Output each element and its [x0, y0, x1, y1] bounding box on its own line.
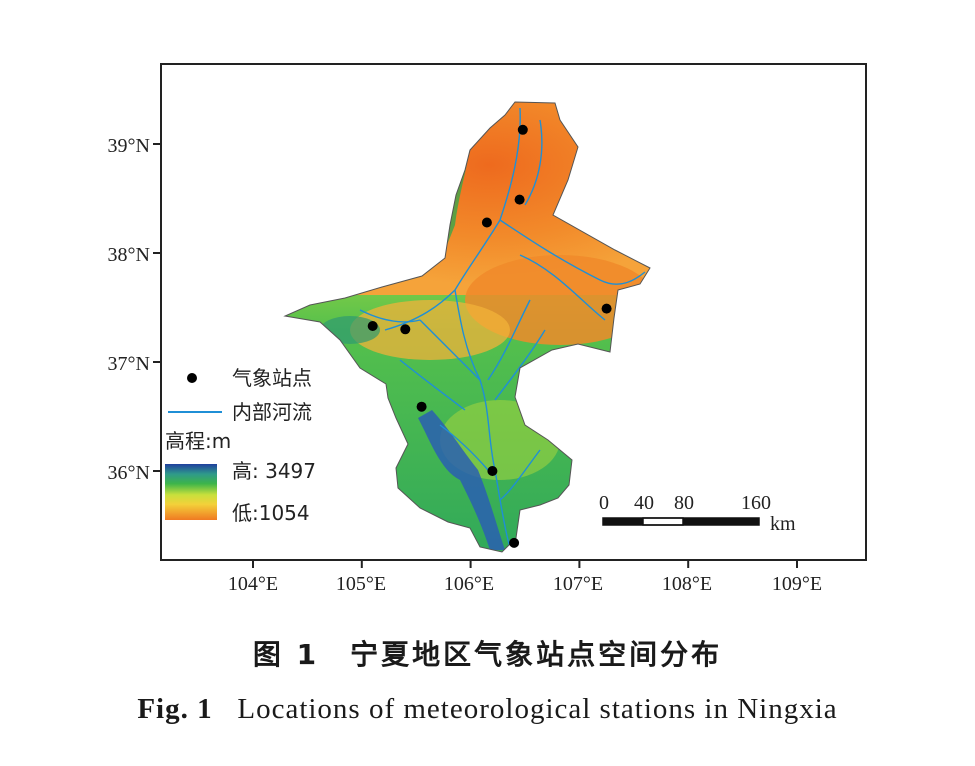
station-point — [509, 537, 520, 548]
scale-unit: km — [770, 513, 796, 535]
axis-ticks — [153, 143, 798, 568]
station-point — [514, 194, 525, 205]
legend-low-label: 低:1054 — [232, 501, 310, 525]
river-network — [359, 107, 646, 549]
legend-high-label: 高: 3497 — [232, 459, 316, 483]
scale-tick-label: 80 — [674, 492, 694, 514]
station-markers — [367, 124, 612, 548]
scale-tick-label: 40 — [634, 492, 654, 514]
scale-tick-label: 160 — [741, 492, 771, 514]
station-point — [487, 466, 498, 476]
x-tick-label: 105°E — [336, 573, 386, 595]
x-tick-label: 108°E — [662, 573, 712, 595]
station-point — [367, 321, 378, 331]
station-point — [601, 303, 612, 314]
x-tick-label: 104°E — [228, 573, 278, 595]
station-point — [481, 217, 492, 228]
station-legend-icon — [187, 373, 197, 383]
figure-number: Fig. 1 — [137, 693, 213, 725]
station-point — [400, 324, 411, 335]
x-tick-label: 106°E — [444, 573, 494, 595]
figure-caption-chinese: 图 1 宁夏地区气象站点空间分布 — [252, 638, 723, 671]
scale-tick-label: 0 — [599, 492, 609, 514]
scale-bar: 0 40 80 160 km — [599, 492, 796, 535]
legend-river-label: 内部河流 — [232, 400, 312, 424]
station-point — [416, 401, 427, 412]
figure-caption-text: Locations of meteorological stations in … — [237, 693, 838, 725]
y-tick-label: 36°N — [108, 462, 150, 484]
figure-caption-english: Fig. 1 Locations of meteorological stati… — [0, 693, 975, 726]
x-tick-label: 107°E — [553, 573, 603, 595]
scale-segment — [642, 517, 684, 526]
scale-segment — [602, 517, 760, 526]
x-axis-labels: 104°E 105°E 106°E 107°E 108°E 109°E — [228, 573, 822, 595]
legend-elevation-title: 高程:m — [165, 429, 231, 453]
map-figure: 39°N 38°N 37°N 36°N 104°E 105°E 106°E 10… — [108, 63, 867, 595]
scale-segment — [603, 518, 643, 525]
legend-station-label: 气象站点 — [232, 366, 312, 390]
y-tick-label: 39°N — [108, 135, 150, 157]
x-tick-label: 109°E — [772, 573, 822, 595]
legend: 气象站点 内部河流 高程:m 高: 3497 低:1054 — [165, 366, 316, 525]
station-point — [517, 124, 528, 135]
y-axis-labels: 39°N 38°N 37°N 36°N — [108, 135, 150, 484]
y-tick-label: 37°N — [108, 353, 150, 375]
elevation-colorbar — [165, 464, 217, 520]
scale-segment — [683, 518, 759, 525]
y-tick-label: 38°N — [108, 244, 150, 266]
